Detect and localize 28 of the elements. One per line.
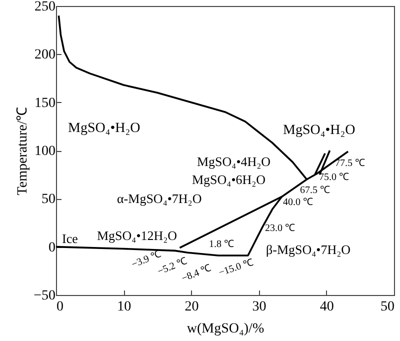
y-tick-label: 100	[34, 144, 56, 159]
annotation: 23.0 ℃	[265, 223, 295, 234]
annotation: MgSO₄•12H₂O	[97, 228, 178, 243]
x-tick-label: 50	[380, 300, 394, 314]
x-tick-label: 30	[252, 300, 266, 314]
annotation: MgSO₄•H₂O	[283, 123, 356, 138]
annotation: α-MgSO₄•7H₂O	[117, 191, 202, 206]
annotation: MgSO₄•4H₂O	[197, 154, 271, 169]
x-tick-label: 40	[320, 300, 334, 314]
annotation: MgSO₄•H₂O	[68, 121, 140, 136]
y-tick-label: 250	[34, 0, 56, 14]
x-tick-label: 10	[117, 300, 132, 314]
x-tick-label: 20	[184, 300, 199, 314]
annotation: MgSO₄•6H₂O	[192, 172, 266, 187]
annotation: Ice	[62, 231, 78, 246]
y-tick-label: 200	[34, 48, 56, 63]
annotation: 67.5 ℃	[300, 185, 330, 196]
annotation: β-MgSO₄•7H₂O	[266, 242, 351, 257]
y-tick-label: 0	[48, 240, 56, 256]
annotation: −15.0 ℃	[217, 257, 255, 279]
annotation: 40.0 ℃	[283, 197, 313, 208]
y-tick-label: −50	[34, 288, 56, 304]
y-tick-label: 50	[42, 192, 56, 208]
annotation: 1.8 ℃	[209, 239, 234, 250]
x-axis-title: w(MgSO₄)/%	[186, 322, 264, 336]
annotation: 75.0 ℃	[319, 172, 349, 183]
y-tick-label: 150	[34, 96, 56, 111]
y-axis-title: Temperature/℃	[16, 106, 31, 196]
